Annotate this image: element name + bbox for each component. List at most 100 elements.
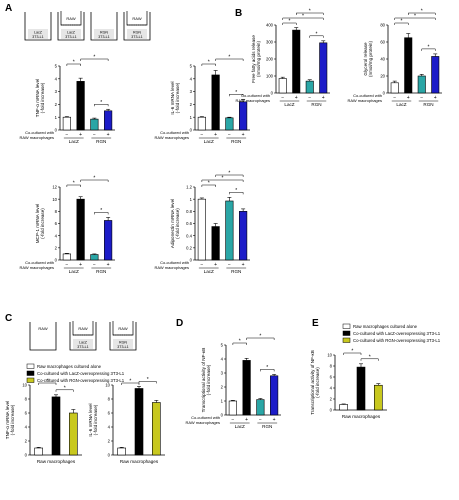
significance-bracket <box>66 63 81 66</box>
significance-star: * <box>235 90 237 96</box>
cocult-sign: + <box>79 262 82 268</box>
group-label-lacz: LacZ <box>396 102 406 107</box>
legend-label: Raw macrophages cultured alone <box>353 324 418 329</box>
panel-label-b: B <box>235 8 242 19</box>
significance-star: * <box>222 176 224 182</box>
cocult-sign: − <box>93 262 96 268</box>
cocult-sign: + <box>322 95 325 101</box>
bar <box>417 75 426 94</box>
legend-swatch <box>26 377 35 383</box>
significance-bracket <box>408 12 436 15</box>
y-axis-label-line: Transcriptional activity of NF-κB <box>201 348 206 413</box>
y-tick-label: 1 <box>190 115 193 120</box>
panel-label-a: A <box>5 3 12 14</box>
y-tick-label: 100 <box>266 74 274 79</box>
bar <box>104 220 113 261</box>
well-bottom-label: LacZ <box>34 31 43 35</box>
significance-star: * <box>316 31 318 37</box>
bar <box>270 375 279 416</box>
y-axis-label: MCP-1 mRNA level(-fold increase) <box>35 204 45 244</box>
y-tick-label: 300 <box>266 40 274 45</box>
y-axis-label: Transcriptional activity of NF-κB(-fold … <box>310 350 320 415</box>
legend-swatch <box>26 370 35 376</box>
y-tick-label: 10 <box>327 353 332 358</box>
group-label-rgn: RGN <box>96 139 106 144</box>
significance-star: * <box>129 379 131 385</box>
well-bottom-label: RGN <box>100 31 108 35</box>
well-outline <box>90 12 118 41</box>
cocult-sign: − <box>200 132 203 138</box>
cocult-sign: − <box>308 95 311 101</box>
bar <box>152 402 161 456</box>
significance-star: * <box>100 100 102 106</box>
cell-layer <box>127 29 147 39</box>
y-tick-label: 4 <box>55 233 58 238</box>
group-label-rgn: RGN <box>231 269 241 274</box>
cocult-label-line2: RAW macrophages <box>19 265 54 270</box>
legend-c: Raw macrophages cultured alone Co-culture… <box>26 363 125 383</box>
cocult-label-line2: RAW macrophages <box>347 98 382 103</box>
cocult-label-line2: RAW macrophages <box>19 135 54 140</box>
well-bottom-label: RGN <box>133 31 141 35</box>
cocult-label-line1: Co-cultured with <box>191 415 220 420</box>
cocult-label-line2: RAW macrophages <box>235 98 270 103</box>
bar <box>197 198 206 261</box>
y-tick-label: 8 <box>330 364 333 369</box>
cocult-sign: − <box>259 417 262 423</box>
significance-bracket <box>66 184 81 187</box>
well-bottom-label: 3T3-L1 <box>65 35 76 39</box>
significance-bracket <box>282 17 324 20</box>
y-tick-label: 5 <box>190 64 193 69</box>
panel-label-e: E <box>312 318 319 329</box>
y-axis-label-line: (-fold increase) <box>40 82 45 113</box>
y-axis-label: Free fatty acids release(nmol/mg protein… <box>251 35 261 83</box>
cocult-sign: + <box>434 95 437 101</box>
cocult-label-line2: RAW macrophages <box>154 265 189 270</box>
y-tick-label: 0 <box>55 128 58 133</box>
bar <box>197 116 206 131</box>
bar <box>356 366 366 411</box>
y-axis-label: IL-6 mRNA level(-fold increase) <box>88 403 98 436</box>
cocult-sign: − <box>231 417 234 423</box>
y-tick-label: 1 <box>55 115 58 120</box>
y-tick-label: 1.2 <box>186 185 192 190</box>
y-tick-label: 2 <box>25 439 28 444</box>
significance-bracket <box>394 17 436 20</box>
y-tick-label: 2 <box>108 439 111 444</box>
chart-c2: 0 2 4 6 8 10 IL-6 mRNA level(-fold increase) * *… <box>88 377 165 464</box>
chart-b1: 0 100 200 300 400 Free fatty acids release(nm… <box>235 9 330 107</box>
y-tick-label: 0.6 <box>186 221 192 226</box>
y-tick-label: 400 <box>266 23 274 28</box>
y-axis-label-line: Glycerol release <box>363 42 368 76</box>
y-tick-label: 0 <box>55 258 58 263</box>
y-axis-label-line: IL-6 mRNA level <box>88 403 93 436</box>
legends: Raw macrophages cultured alone Co-culture… <box>26 323 441 383</box>
cocult-sign: + <box>273 417 276 423</box>
well-outline <box>123 12 151 41</box>
well-bottom-label: 3T3-L1 <box>117 345 128 349</box>
y-axis-label: Transcriptional activity of NF-κB(-fold … <box>201 348 211 413</box>
significance-star: * <box>93 176 95 182</box>
significance-bracket <box>343 352 362 355</box>
y-tick-label: 4 <box>190 76 193 81</box>
significance-star: * <box>73 181 75 187</box>
cocult-label-line1: Co-cultured with <box>160 130 189 135</box>
significance-star: * <box>369 354 371 360</box>
significance-star: * <box>228 171 230 177</box>
y-tick-label: 4 <box>25 425 28 430</box>
chart-a4: 0 0.2 0.4 0.6 0.8 1 1.2 Adiponectin mRNA level(… <box>154 171 250 274</box>
y-axis-label-line: (nmol/mg protein) <box>256 41 261 77</box>
bar <box>225 117 234 131</box>
group-label-rgn: RGN <box>311 102 321 107</box>
y-axis-label-line: TNF-α mRNA level <box>5 401 10 439</box>
significance-bracket <box>94 104 109 107</box>
group-label-lacz: LacZ <box>284 102 294 107</box>
significance-bracket <box>232 342 247 345</box>
significance-star: * <box>147 377 149 383</box>
cocult-label-line1: Co-cultured with <box>25 130 54 135</box>
y-tick-label: 12 <box>52 185 57 190</box>
significance-bracket <box>360 358 379 361</box>
bar <box>62 253 71 261</box>
y-tick-label: 0 <box>221 413 224 418</box>
cocult-sign: − <box>93 132 96 138</box>
